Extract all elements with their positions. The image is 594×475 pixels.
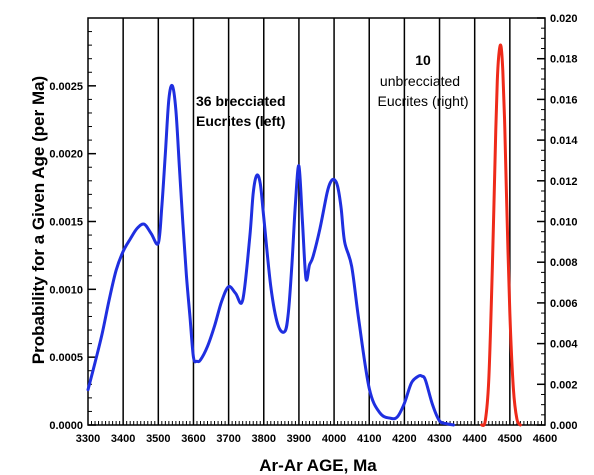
x-tick-label: 4100 (357, 433, 381, 445)
annotation-unbrecciated-line2: unbrecciated (380, 73, 460, 89)
y-left-tick-label: 0.0020 (49, 149, 83, 161)
series-layer (86, 43, 522, 427)
y-right-tick-label: 0.006 (550, 298, 578, 310)
y-left-tick-label: 0.0025 (49, 81, 83, 93)
right-y-tick-labels: 0.000 0.002 0.004 0.006 0.008 0.010 0.012 0.014… (537, 13, 578, 432)
y-right-tick-label: 0.016 (550, 94, 578, 106)
x-tick-label: 3700 (216, 433, 240, 445)
x-tick-label: 4000 (322, 433, 346, 445)
x-tick-label: 3900 (287, 433, 311, 445)
annotation-unbrecciated-line3: Eucrites (right) (377, 93, 468, 109)
annotation-brecciated-line2: Eucrites (left) (196, 113, 285, 129)
y-right-tick-label: 0.004 (550, 339, 578, 351)
y-right-tick-label: 0.018 (550, 54, 578, 66)
annotation-brecciated-line1: 36 brecciated (196, 93, 286, 109)
x-tick-label: 3800 (252, 433, 276, 445)
x-tick-label: 3500 (146, 433, 170, 445)
left-y-tick-labels: 0.0000 0.0005 0.0010 0.0015 0.0020 0.0025 (49, 81, 96, 432)
x-tick-label: 4600 (533, 433, 557, 445)
y-right-tick-label: 0.002 (550, 379, 578, 391)
y-axis-title: Probability for a Given Age (per Ma) (29, 76, 48, 364)
plot-area (87, 17, 546, 426)
x-axis-title: Ar-Ar AGE, Ma (259, 456, 377, 475)
series-line-brecciated (86, 83, 456, 427)
y-left-tick-label: 0.0015 (49, 217, 83, 229)
x-tick-label: 3300 (76, 433, 100, 445)
x-tick-label: 4300 (427, 433, 451, 445)
y-left-tick-label: 0.0005 (49, 352, 83, 364)
y-right-tick-label: 0.008 (550, 257, 578, 269)
x-tick-label: 4400 (462, 433, 486, 445)
y-right-tick-label: 0.020 (550, 13, 578, 25)
x-tick-label: 4200 (392, 433, 416, 445)
annotation-unbrecciated-line1: 10 (415, 52, 431, 68)
minor-ticks (88, 27, 545, 425)
x-tick-label: 3400 (111, 433, 135, 445)
y-right-tick-label: 0.014 (550, 135, 578, 147)
y-right-tick-label: 0.012 (550, 176, 578, 188)
x-tick-label: 3600 (181, 433, 205, 445)
x-tick-label: 4500 (498, 433, 522, 445)
y-right-tick-label: 0.000 (550, 420, 578, 432)
y-left-tick-label: 0.0000 (49, 420, 83, 432)
y-left-tick-label: 0.0010 (49, 284, 83, 296)
x-tick-labels: 3300 3400 3500 3600 3700 3800 3900 4000 4100 4200… (76, 433, 557, 445)
series-line-unbrecciated (480, 43, 522, 427)
y-right-tick-label: 0.010 (550, 217, 578, 229)
